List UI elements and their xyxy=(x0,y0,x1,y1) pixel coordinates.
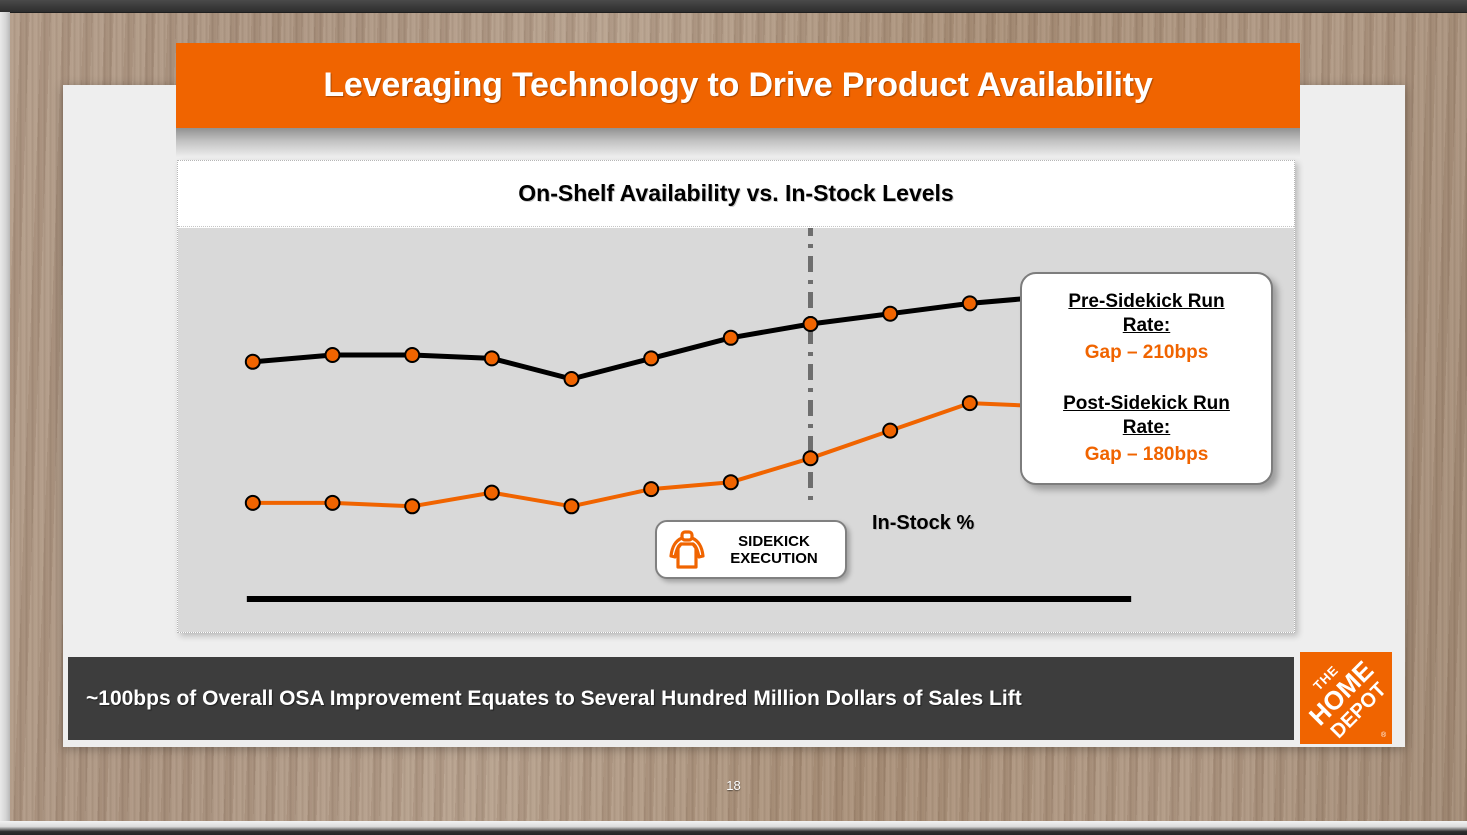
sidekick-line-1: SIDEKICK xyxy=(738,532,810,550)
window-bottom-chrome xyxy=(0,821,1467,835)
data-point xyxy=(882,305,899,322)
data-point xyxy=(483,484,500,501)
apron-icon xyxy=(669,529,705,569)
data-point xyxy=(563,498,580,515)
post-sidekick-heading-line1: Post-Sidekick Run xyxy=(1063,393,1230,414)
data-point xyxy=(244,353,261,370)
run-rate-callout[interactable]: Pre-Sidekick Run Rate: Gap – 210bps Post… xyxy=(1020,272,1273,485)
post-sidekick-heading-line2: Rate: xyxy=(1122,417,1171,438)
data-point xyxy=(643,481,660,498)
data-point xyxy=(802,316,819,332)
pre-sidekick-heading-line1: Pre-Sidekick Run xyxy=(1068,291,1225,312)
osa-markers xyxy=(244,395,1138,515)
svg-text:®: ® xyxy=(1381,731,1387,739)
sidekick-line-2: EXECUTION xyxy=(730,549,818,567)
data-point xyxy=(802,450,819,467)
data-point xyxy=(404,347,421,363)
chart-title: On-Shelf Availability vs. In-Stock Level… xyxy=(178,161,1294,227)
data-point xyxy=(244,494,261,511)
window-left-chrome xyxy=(0,12,10,835)
chart-title-text: On-Shelf Availability vs. In-Stock Level… xyxy=(518,180,954,206)
page-number: 18 xyxy=(726,778,741,793)
pre-sidekick-gap-value: Gap – 210bps xyxy=(1084,342,1209,363)
window-top-chrome xyxy=(0,0,1467,13)
in-stock-line xyxy=(250,290,1132,382)
home-depot-logo-mark: THE HOME DEPOT ® xyxy=(1300,652,1392,744)
post-sidekick-gap-value: Gap – 180bps xyxy=(1084,444,1209,465)
home-depot-logo: THE HOME DEPOT ® xyxy=(1300,652,1392,744)
page-title: Leveraging Technology to Drive Product A… xyxy=(323,66,1153,104)
sidekick-callout-text: SIDEKICK EXECUTION xyxy=(709,533,845,567)
data-point xyxy=(483,350,500,367)
data-point xyxy=(563,371,580,387)
sidekick-execution-callout[interactable]: SIDEKICK EXECUTION xyxy=(655,520,847,579)
series-label-in-stock: In-Stock % xyxy=(872,512,975,534)
data-point xyxy=(961,395,978,412)
data-point xyxy=(722,474,739,491)
data-point xyxy=(722,329,739,346)
slide-title-banner: Leveraging Technology to Drive Product A… xyxy=(176,43,1300,128)
pre-sidekick-heading-line2: Rate: xyxy=(1122,315,1171,336)
footer-banner: ~100bps of Overall OSA Improvement Equat… xyxy=(68,657,1294,740)
data-point xyxy=(404,498,421,515)
data-point xyxy=(324,494,341,511)
slide-canvas: Leveraging Technology to Drive Product A… xyxy=(63,43,1405,747)
run-rate-spacer xyxy=(1032,366,1261,392)
osa-line xyxy=(250,401,1132,509)
footer-text: ~100bps of Overall OSA Improvement Equat… xyxy=(86,686,1022,710)
title-banner-shadow xyxy=(176,128,1300,157)
data-point xyxy=(961,295,978,312)
data-point xyxy=(643,350,660,367)
data-point xyxy=(324,347,341,363)
data-point xyxy=(882,422,899,439)
